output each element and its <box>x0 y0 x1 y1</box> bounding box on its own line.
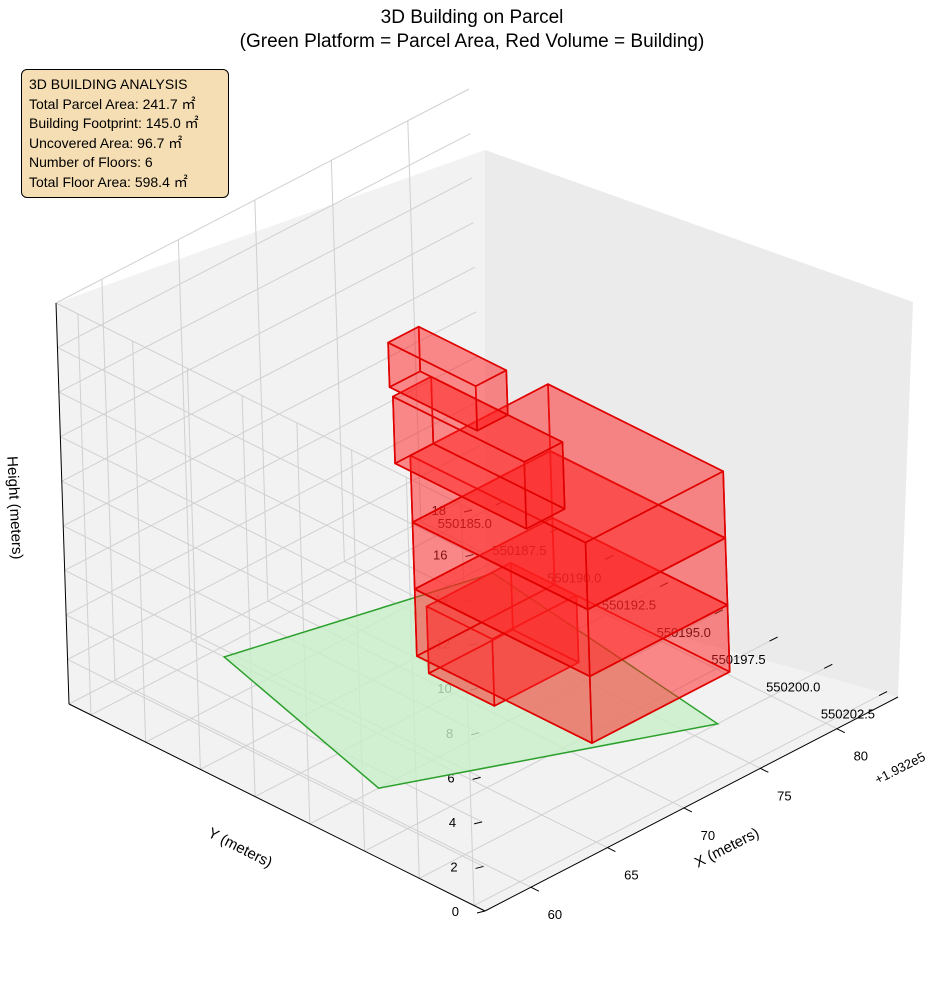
x-tick-label: 65 <box>624 868 638 883</box>
pane-back-y <box>56 150 485 704</box>
y-tick-label: 550195.0 <box>657 625 711 640</box>
grid-line-z-left <box>67 658 484 867</box>
grid-line-y-floor <box>473 691 888 906</box>
z-axis-label: Height (meters) <box>3 456 25 560</box>
scene-3d <box>222 325 731 790</box>
axis-lines <box>55 302 899 912</box>
info-parcel-area: Total Parcel Area: 241.7 ㎡ <box>29 95 196 112</box>
z-tick <box>463 509 473 513</box>
grid-line-y-wall <box>186 368 201 770</box>
info-building-footprint: Building Footprint: 145.0 ㎡ <box>29 115 199 131</box>
y-tick-label: 550197.5 <box>711 652 765 667</box>
y-axis-label: Y (meters) <box>205 825 275 872</box>
grid-line-x-wall <box>330 160 345 562</box>
y-tick <box>878 691 888 696</box>
face-top <box>387 325 508 388</box>
grid-line-z-right <box>57 133 471 348</box>
x-tick <box>607 847 616 853</box>
z-tick-label: 0 <box>452 904 459 919</box>
grid-line-x-floor <box>114 679 532 888</box>
grid-line-y-wall <box>132 341 147 743</box>
grid-line-z-right <box>60 222 474 438</box>
z-axis-line <box>55 302 70 705</box>
grid-line-x-wall <box>254 199 269 601</box>
z-tick <box>473 821 483 825</box>
analysis-info-box: 3D BUILDING ANALYSIS Total Parcel Area: … <box>21 69 229 198</box>
grid-line-z-right <box>65 400 480 616</box>
grid-line-z-right <box>62 311 477 527</box>
y-tick <box>605 554 614 560</box>
chart-title-line1: 3D Building on Parcel <box>380 7 564 28</box>
x-tick <box>760 767 769 773</box>
parcel-platform <box>222 572 720 790</box>
y-tick <box>714 609 724 615</box>
grid-line-y-wall <box>241 395 256 797</box>
grid-line-z-right <box>58 177 473 393</box>
z-tick <box>476 910 486 914</box>
x-tick-label: 60 <box>548 907 562 922</box>
x-tick <box>836 728 846 734</box>
chart-title-line2: (Green Platform = Parcel Area, Red Volum… <box>239 31 705 52</box>
building-block-3 <box>411 450 729 678</box>
y-tick-label: 550202.5 <box>821 707 875 722</box>
z-tick-label: 4 <box>449 815 456 830</box>
grid-line-y-floor <box>419 663 833 879</box>
face-top <box>392 375 564 463</box>
grid-line-z-right <box>55 88 470 304</box>
grid-line-z-left <box>65 614 483 823</box>
building-block-6 <box>387 325 509 432</box>
z-tick-label: 2 <box>450 859 457 874</box>
grid-line-y-floor <box>90 500 505 716</box>
grid-line-z-left <box>55 302 473 511</box>
face-top <box>409 383 725 544</box>
grid-line-z-right <box>61 266 476 482</box>
grid-line-z-right <box>64 355 478 571</box>
grid-line-x-wall <box>101 279 116 681</box>
pane-back-x <box>485 150 913 697</box>
grid-line-z-left <box>57 347 474 556</box>
y-tick-label: 550187.5 <box>492 543 546 558</box>
x-axis-offset-label: +1.932e5 <box>872 749 927 787</box>
building-block-2 <box>413 516 731 744</box>
y-tick-label: 550200.0 <box>766 679 820 694</box>
y-tick <box>769 636 778 642</box>
grid-line-x-floor <box>420 521 838 730</box>
z-tick-label: 16 <box>433 548 447 563</box>
y-tick-label: 550192.5 <box>602 598 656 613</box>
grid-line-x-wall <box>177 239 192 641</box>
grid-line-x-wall <box>407 120 422 522</box>
y-axis-line <box>68 703 486 912</box>
x-axis-line <box>484 696 899 912</box>
grid-line-y-wall <box>296 422 311 824</box>
y-tick <box>824 663 833 669</box>
info-uncovered-area: Uncovered Area: 96.7 ㎡ <box>29 134 183 151</box>
z-tick <box>472 776 481 780</box>
x-tick <box>530 886 540 892</box>
chart-title: 3D Building on Parcel (Green Platform = … <box>0 6 944 54</box>
info-total-floor-area: Total Floor Area: 598.4 ㎡ <box>29 173 188 190</box>
y-tick-label: 550190.0 <box>547 570 601 585</box>
x-tick-label: 80 <box>854 749 868 764</box>
z-tick <box>465 554 474 558</box>
x-tick <box>683 807 693 813</box>
y-tick-label: 550185.0 <box>438 516 492 531</box>
info-number-of-floors: Number of Floors: 6 <box>29 154 153 170</box>
grid-line-z-left <box>58 391 476 600</box>
x-tick-label: 75 <box>777 788 791 803</box>
z-tick <box>475 865 484 869</box>
building-block-5 <box>392 375 566 530</box>
info-heading: 3D BUILDING ANALYSIS <box>29 76 188 92</box>
x-tick-label: 70 <box>701 828 715 843</box>
y-tick <box>659 582 669 588</box>
z-tick-label: 6 <box>447 770 454 785</box>
